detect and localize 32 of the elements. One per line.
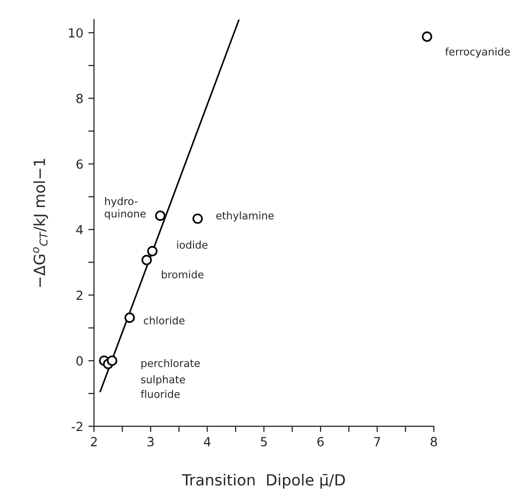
annotation: fluoride bbox=[140, 390, 180, 398]
point bbox=[141, 254, 152, 266]
y-tick-label: 10 bbox=[69, 28, 83, 38]
annotation: chloride bbox=[144, 316, 185, 324]
x-tick-label: 5 bbox=[260, 437, 267, 446]
y-tick-label: 8 bbox=[76, 94, 83, 104]
x-tick-label: 6 bbox=[317, 436, 324, 446]
x-axis-title: Transition Dipole μ̄/D bbox=[182, 474, 345, 489]
point bbox=[147, 246, 158, 256]
point bbox=[155, 210, 166, 221]
annotation: ethylamine bbox=[216, 211, 274, 222]
point bbox=[106, 355, 118, 366]
annotation: sulphate bbox=[141, 375, 186, 386]
y-tick-label: -2 bbox=[72, 422, 82, 432]
y-axis-title: −ΔG$^{o}$$_{CT}$/kJ mol−1 bbox=[33, 158, 48, 287]
annotation: hydro- quinone bbox=[104, 197, 146, 220]
y-tick-label: 4 bbox=[76, 225, 83, 234]
x-tick-label: 7 bbox=[374, 437, 380, 446]
point bbox=[192, 213, 203, 224]
y-tick-label: 2 bbox=[76, 290, 82, 300]
point bbox=[124, 312, 135, 323]
point bbox=[422, 31, 432, 42]
x-tick-label: 8 bbox=[430, 436, 437, 446]
annotation: perchlorate bbox=[141, 359, 200, 370]
x-tick-label: 3 bbox=[148, 436, 154, 446]
y-tick-label: 0 bbox=[76, 356, 83, 366]
text: ferrocyanide bbox=[445, 48, 510, 58]
annotation: iodide bbox=[177, 240, 208, 249]
x-tick-label: 4 bbox=[204, 437, 211, 446]
annotation: bromide bbox=[162, 270, 204, 278]
x-tick-label: 2 bbox=[90, 436, 97, 446]
y-tick-label: 6 bbox=[76, 159, 83, 169]
